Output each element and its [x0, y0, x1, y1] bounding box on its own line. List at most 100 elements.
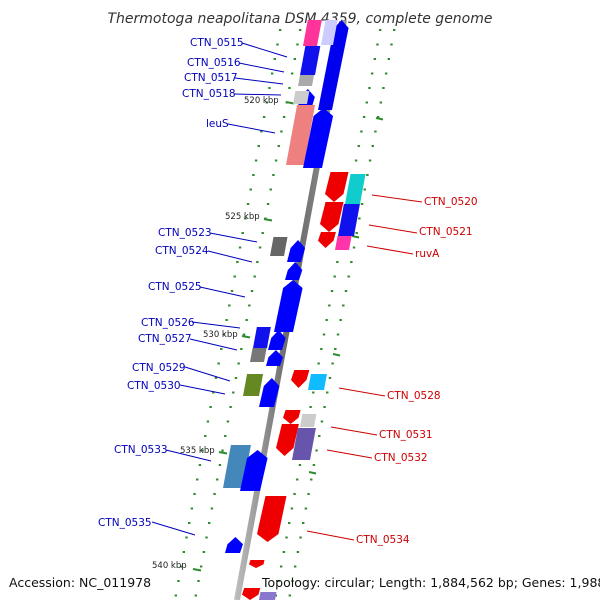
- gene-ctn-0532-arrow: [276, 424, 299, 456]
- gene-ctn-0527-arrow: [266, 350, 283, 366]
- label-leader: [179, 384, 226, 395]
- map-title: Thermotoga neapolitana DSM 4359, complet…: [108, 11, 493, 27]
- major-tick: [192, 568, 202, 572]
- gene-label[interactable]: CTN_0534: [356, 534, 410, 546]
- gene-ctn-0535-arrow: [225, 537, 243, 553]
- label-leader: [199, 286, 246, 298]
- gene-label[interactable]: CTN_0527: [138, 333, 192, 345]
- label-leader: [368, 224, 418, 234]
- label-leader: [371, 194, 423, 203]
- gene-label[interactable]: CTN_0515: [190, 37, 244, 49]
- gene-track: [223, 20, 366, 600]
- gene-label[interactable]: CTN_0518: [182, 88, 236, 100]
- gene-label[interactable]: ruvA: [415, 248, 440, 260]
- gene-ctn-0521-band: [338, 204, 360, 236]
- gene-ruva-arrow: [318, 232, 336, 248]
- gene-label[interactable]: CTN_0533: [114, 444, 168, 456]
- gene-label[interactable]: CTN_0525: [148, 281, 202, 293]
- major-tick: [332, 353, 341, 357]
- gene-label[interactable]: CTN_0535: [98, 517, 152, 529]
- gene-top-pale: [321, 20, 338, 45]
- gene-ruva-band: [335, 236, 352, 250]
- label-leaders: [151, 42, 423, 541]
- label-leader: [326, 449, 373, 459]
- gene-label[interactable]: CTN_0523: [158, 227, 212, 239]
- gene-ctn-0533-arrow: [240, 450, 268, 491]
- gene-top-arrow: [318, 20, 349, 110]
- label-leader: [151, 521, 196, 536]
- gene-ctn-0528-band: [308, 374, 327, 390]
- gene-label[interactable]: CTN_0517: [184, 72, 238, 84]
- gene-bottom-arrow-1: [249, 560, 265, 568]
- gene-label[interactable]: CTN_0529: [132, 362, 186, 374]
- gene-label[interactable]: CTN_0520: [424, 196, 478, 208]
- label-leader: [233, 93, 282, 96]
- gene-ctn-0518-band: [293, 91, 310, 104]
- gene-leus-cds: [286, 105, 316, 165]
- label-leader: [238, 62, 285, 73]
- major-tick: [308, 471, 317, 475]
- label-leader: [165, 449, 212, 462]
- major-tick: [351, 235, 360, 239]
- major-tick: [285, 101, 295, 105]
- label-leader: [241, 42, 288, 58]
- left-gene-labels: CTN_0515 CTN_0516 CTN_0517 CTN_0518 leuS…: [98, 37, 244, 529]
- gene-ctn-0521-arrow: [320, 202, 344, 232]
- kbp-label: 525 kbp: [225, 212, 260, 222]
- gene-label[interactable]: CTN_0532: [374, 452, 428, 464]
- label-leader: [189, 338, 238, 351]
- gene-label[interactable]: CTN_0530: [127, 380, 181, 392]
- gene-ctn-0526-cds: [253, 327, 271, 348]
- gene-ctn-0527-cds: [250, 348, 267, 362]
- gene-ctn-0524-arrow-2: [285, 262, 303, 280]
- gene-ctn-0516-cds: [300, 46, 321, 75]
- gene-label[interactable]: CTN_0516: [187, 57, 241, 69]
- right-gene-labels: CTN_0520 CTN_0521 ruvA CTN_0528 CTN_0531…: [356, 196, 478, 546]
- gene-label[interactable]: CTN_0531: [379, 429, 433, 441]
- label-leader: [184, 366, 231, 382]
- gene-bottom-band: [259, 592, 277, 600]
- gene-ctn-0532-band: [292, 428, 316, 460]
- major-tick: [218, 451, 228, 455]
- kbp-label: 530 kbp: [203, 330, 238, 340]
- label-leader: [234, 77, 284, 85]
- tick-rings: [174, 29, 396, 597]
- label-leader: [366, 245, 414, 255]
- gene-label[interactable]: CTN_0521: [419, 226, 473, 238]
- gene-ctn-0529-cds: [243, 374, 264, 396]
- label-leader: [338, 387, 386, 397]
- gene-ctn-0528-arrow: [291, 370, 310, 388]
- major-tick: [263, 218, 273, 222]
- gene-ctn-0530-arrow: [259, 378, 280, 407]
- gene-ctn-0534-arrow: [257, 496, 287, 542]
- gene-ctn-0524-arrow-1: [287, 240, 306, 262]
- label-leader: [330, 426, 378, 436]
- label-leader: [207, 250, 253, 263]
- accession-text: Accession: NC_011978: [9, 575, 151, 590]
- label-leader: [209, 232, 258, 243]
- label-leader: [306, 530, 355, 541]
- gene-bottom-arrow-2: [242, 588, 261, 600]
- topology-text: Topology: circular; Length: 1,884,562 bp…: [261, 575, 600, 590]
- gene-ctn-0526-arrow: [268, 330, 286, 350]
- major-tick: [241, 335, 251, 339]
- label-leader: [191, 321, 241, 329]
- gene-label[interactable]: CTN_0528: [387, 390, 441, 402]
- gene-ctn-0531-arrow: [283, 410, 301, 424]
- major-tick: [375, 117, 384, 121]
- gene-ctn-0520-arrow: [325, 172, 349, 202]
- kbp-scale: 520 kbp 525 kbp 530 kbp 535 kbp 540 kbp: [152, 96, 279, 571]
- gene-label[interactable]: CTN_0526: [141, 317, 195, 329]
- label-leader: [227, 123, 276, 134]
- gene-ctn-0515-cds: [303, 20, 322, 46]
- gene-label[interactable]: CTN_0524: [155, 245, 209, 257]
- kbp-label: 540 kbp: [152, 561, 187, 571]
- kbp-label: 535 kbp: [180, 446, 215, 456]
- gene-ctn-0531-band: [300, 414, 317, 427]
- gene-ctn-0525-arrow: [274, 280, 303, 332]
- gene-leus-arrow: [303, 108, 334, 168]
- gene-label[interactable]: leuS: [206, 118, 229, 130]
- gene-ctn-0523-cds: [270, 237, 288, 256]
